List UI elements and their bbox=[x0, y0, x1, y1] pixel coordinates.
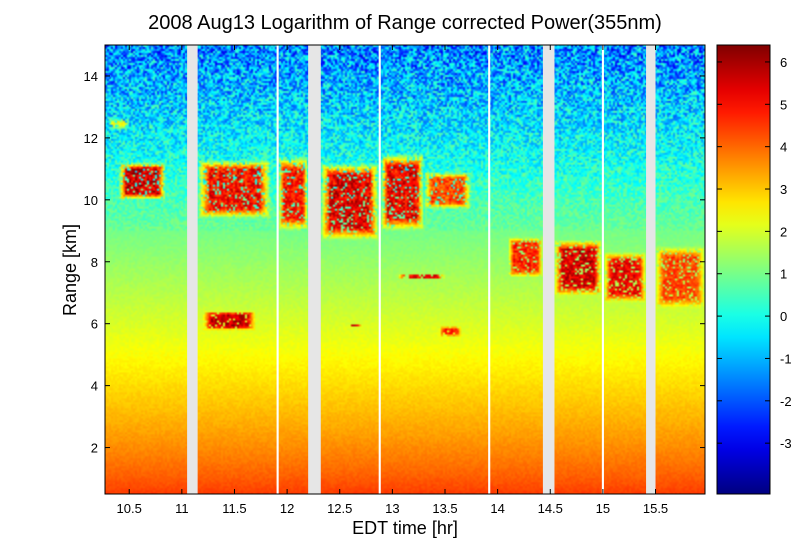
y-tick-label: 12 bbox=[84, 131, 98, 146]
colorbar-tick-label: 1 bbox=[780, 267, 787, 282]
y-tick-label: 14 bbox=[84, 69, 98, 84]
data-gap bbox=[308, 45, 321, 494]
x-tick-label: 11.5 bbox=[222, 501, 246, 516]
backscatter-heatmap bbox=[105, 45, 705, 494]
x-tick-label: 15.5 bbox=[643, 501, 668, 516]
x-tick-label: 12 bbox=[280, 501, 294, 516]
y-tick-label: 6 bbox=[91, 317, 98, 332]
x-tick-label: 11 bbox=[175, 501, 189, 516]
colorbar-tick-label: 2 bbox=[780, 224, 787, 239]
colorbar-ticks: 6 5 4 3 2 1 0 -1 -2 -3 bbox=[717, 55, 792, 451]
chart-title: 2008 Aug13 Logarithm of Range corrected … bbox=[148, 12, 662, 34]
colorbar-gradient bbox=[717, 45, 770, 494]
y-tick-label: 10 bbox=[84, 193, 98, 208]
plot-frame bbox=[104, 44, 706, 495]
x-axis-ticks: 10.5 11 11.5 12 12.5 13 13.5 14 14.5 15 15.5 bbox=[117, 45, 668, 516]
x-tick-label: 12.5 bbox=[327, 501, 352, 516]
x-tick-label: 13.5 bbox=[432, 501, 457, 516]
data-gap bbox=[542, 45, 555, 494]
data-gap bbox=[378, 45, 381, 494]
colorbar-tick-label: 5 bbox=[780, 97, 787, 112]
colorbar-tick-label: 3 bbox=[780, 182, 787, 197]
x-tick-label: 14 bbox=[490, 501, 504, 516]
data-gaps bbox=[187, 45, 656, 494]
x-axis-label: EDT time [hr] bbox=[352, 518, 458, 538]
y-axis-ticks: 2 4 6 8 10 12 14 bbox=[84, 69, 705, 456]
data-gap bbox=[601, 45, 604, 494]
data-gap bbox=[488, 45, 491, 494]
y-tick-label: 4 bbox=[91, 379, 98, 394]
colorbar-tick-label: -1 bbox=[780, 351, 792, 366]
colorbar-tick-label: 0 bbox=[780, 309, 787, 324]
data-gap bbox=[187, 45, 198, 494]
colorbar-tick-label: 6 bbox=[780, 55, 787, 70]
colorbar-frame bbox=[716, 44, 771, 495]
colorbar: 6 5 4 3 2 1 0 -1 -2 -3 bbox=[716, 44, 792, 495]
y-tick-label: 2 bbox=[91, 441, 98, 456]
y-tick-label: 8 bbox=[91, 255, 98, 270]
x-tick-label: 15 bbox=[596, 501, 610, 516]
x-tick-label: 13 bbox=[385, 501, 399, 516]
colorbar-tick-label: 4 bbox=[780, 140, 787, 155]
colorbar-tick-label: -2 bbox=[780, 394, 792, 409]
y-axis-label: Range [km] bbox=[60, 224, 80, 316]
x-tick-label: 10.5 bbox=[117, 501, 142, 516]
plot-area: 10.5 11 11.5 12 12.5 13 13.5 14 14.5 15 15.5 2 4 6 8 1… bbox=[84, 44, 706, 516]
x-tick-label: 14.5 bbox=[538, 501, 563, 516]
data-gap bbox=[646, 45, 656, 494]
colorbar-tick-label: -3 bbox=[780, 436, 792, 451]
data-gap bbox=[276, 45, 279, 494]
